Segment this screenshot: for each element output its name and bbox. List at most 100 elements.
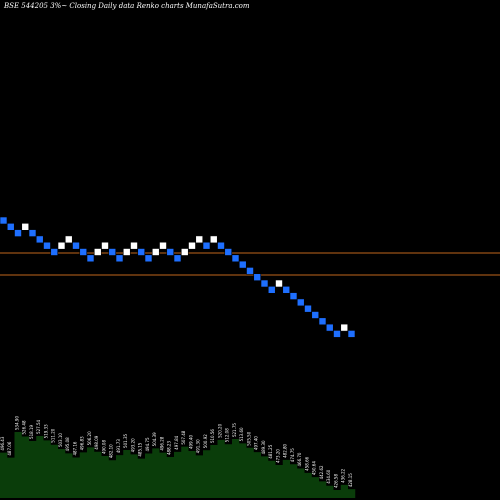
volume-value-label: 512.08 [225,428,230,442]
renko-brick-down [108,248,117,256]
renko-brick-up [122,248,131,256]
volume-value-label: 497.40 [254,436,259,450]
renko-bricks [0,216,356,338]
renko-brick-up [101,241,109,250]
volume-value-label: 488.23 [167,441,172,455]
volume-value-label: 428.15 [348,473,353,487]
volume-value-label: 498.09 [94,435,99,449]
volume-area [0,432,356,498]
renko-brick-up [21,223,30,231]
renko-brick-down [267,285,276,294]
volume-value-label: 493.20 [131,438,136,452]
renko-brick-down [311,311,320,319]
renko-brick-up [64,235,73,244]
renko-brick-down [231,254,240,263]
volume-value-label: 481.25 [268,444,273,458]
volume-value-label: 490.08 [102,440,107,454]
volume-value-label: 450.64 [312,461,317,475]
renko-brick-down [318,317,327,326]
volume-value-label: 487.16 [73,441,78,455]
volume-value-label: 518.19 [29,424,34,438]
volume-value-label: 534.90 [15,416,20,430]
volume-value-label: 507.48 [181,430,186,444]
renko-brick-down [282,285,291,294]
volume-value-label: 520.20 [218,423,223,437]
volume-value-label: 487.06 [7,441,12,455]
volume-value-label: 458.66 [305,456,310,470]
renko-brick-up [180,248,189,256]
renko-brick-down [217,241,225,250]
volume-value-label: 494.75 [145,437,150,451]
volume-value-label: 466.70 [297,452,302,466]
volume-area-path [0,432,356,498]
renko-brick-up [188,241,196,250]
volume-value-label: 521.75 [232,423,237,437]
renko-brick-down [0,216,8,225]
volume-value-label: 503.10 [58,433,63,447]
renko-brick-down [86,254,95,263]
renko-brick-up [57,241,66,250]
volume-value-label: 496.28 [160,436,165,450]
renko-brick-up [195,235,204,244]
renko-brick-down [296,298,305,307]
volume-value-label: 434.60 [326,469,331,483]
volume-value-label: 496.83 [80,436,85,450]
renko-brick-down [224,248,233,256]
renko-brick-down [79,248,88,256]
renko-brick-down [347,330,356,338]
volume-value-label: 510.56 [210,429,215,443]
volume-value-label: 482.10 [109,444,114,458]
renko-brick-up [130,241,138,250]
renko-brick-down [137,248,146,256]
renko-brick-up [209,235,218,244]
volume-value-label: 491.30 [196,439,201,453]
renko-brick-up [340,323,349,332]
renko-brick-down [43,241,51,250]
volume-value-label: 513.60 [239,427,244,441]
volume-value-label: 497.84 [174,435,179,449]
chart-title: BSE 544205 3%~ Closing Daily data Renko … [4,2,250,10]
renko-brick-down [333,330,341,338]
volume-value-label: 436.22 [341,468,346,482]
volume-value-label: 489.30 [261,440,266,454]
volume-value-label: 501.35 [123,434,128,448]
renko-brick-down [14,229,22,237]
volume-value-label: 500.92 [203,434,208,448]
renko-brick-down [28,229,37,237]
volume-value-label: 505.50 [247,431,252,445]
renko-brick-down [325,323,334,332]
renko-brick-down [115,254,124,263]
renko-brick-up [151,248,160,256]
renko-brick-down [253,273,262,282]
volume-value-label: 496.43 [0,436,5,450]
volume-value-label: 485.15 [138,442,143,456]
renko-brick-down [144,254,153,263]
volume-value-label: 519.33 [44,424,49,438]
volume-value-label: 499.40 [189,435,194,449]
volume-value-label: 491.73 [116,439,121,453]
volume-value-label: 511.20 [51,428,56,442]
volume-value-label: 504.39 [152,432,157,446]
renko-brick-up [159,241,167,250]
renko-brick-down [304,304,312,313]
volume-value-label: 482.80 [283,443,288,457]
renko-brick-down [238,260,247,269]
renko-brick-down [6,223,15,231]
renko-brick-down [72,241,80,250]
renko-brick-down [166,248,175,256]
volume-value-label: 506.20 [87,431,92,445]
volume-value-label: 526.48 [22,420,27,434]
renko-brick-down [173,254,182,263]
renko-brick-down [246,267,254,275]
renko-brick-down [35,235,44,244]
volume-value-label: 495.08 [65,437,70,451]
renko-brick-down [202,241,211,250]
volume-value-label: 426.58 [334,474,339,488]
renko-brick-up [275,279,283,288]
renko-brick-down [289,292,298,300]
volume-labels: 496.43 487.06 534.90 526.48 518.19 527.54 519.… [0,416,353,488]
volume-value-label: 474.75 [290,448,295,462]
volume-value-label: 473.20 [276,449,281,463]
volume-value-label: 442.62 [319,465,324,479]
